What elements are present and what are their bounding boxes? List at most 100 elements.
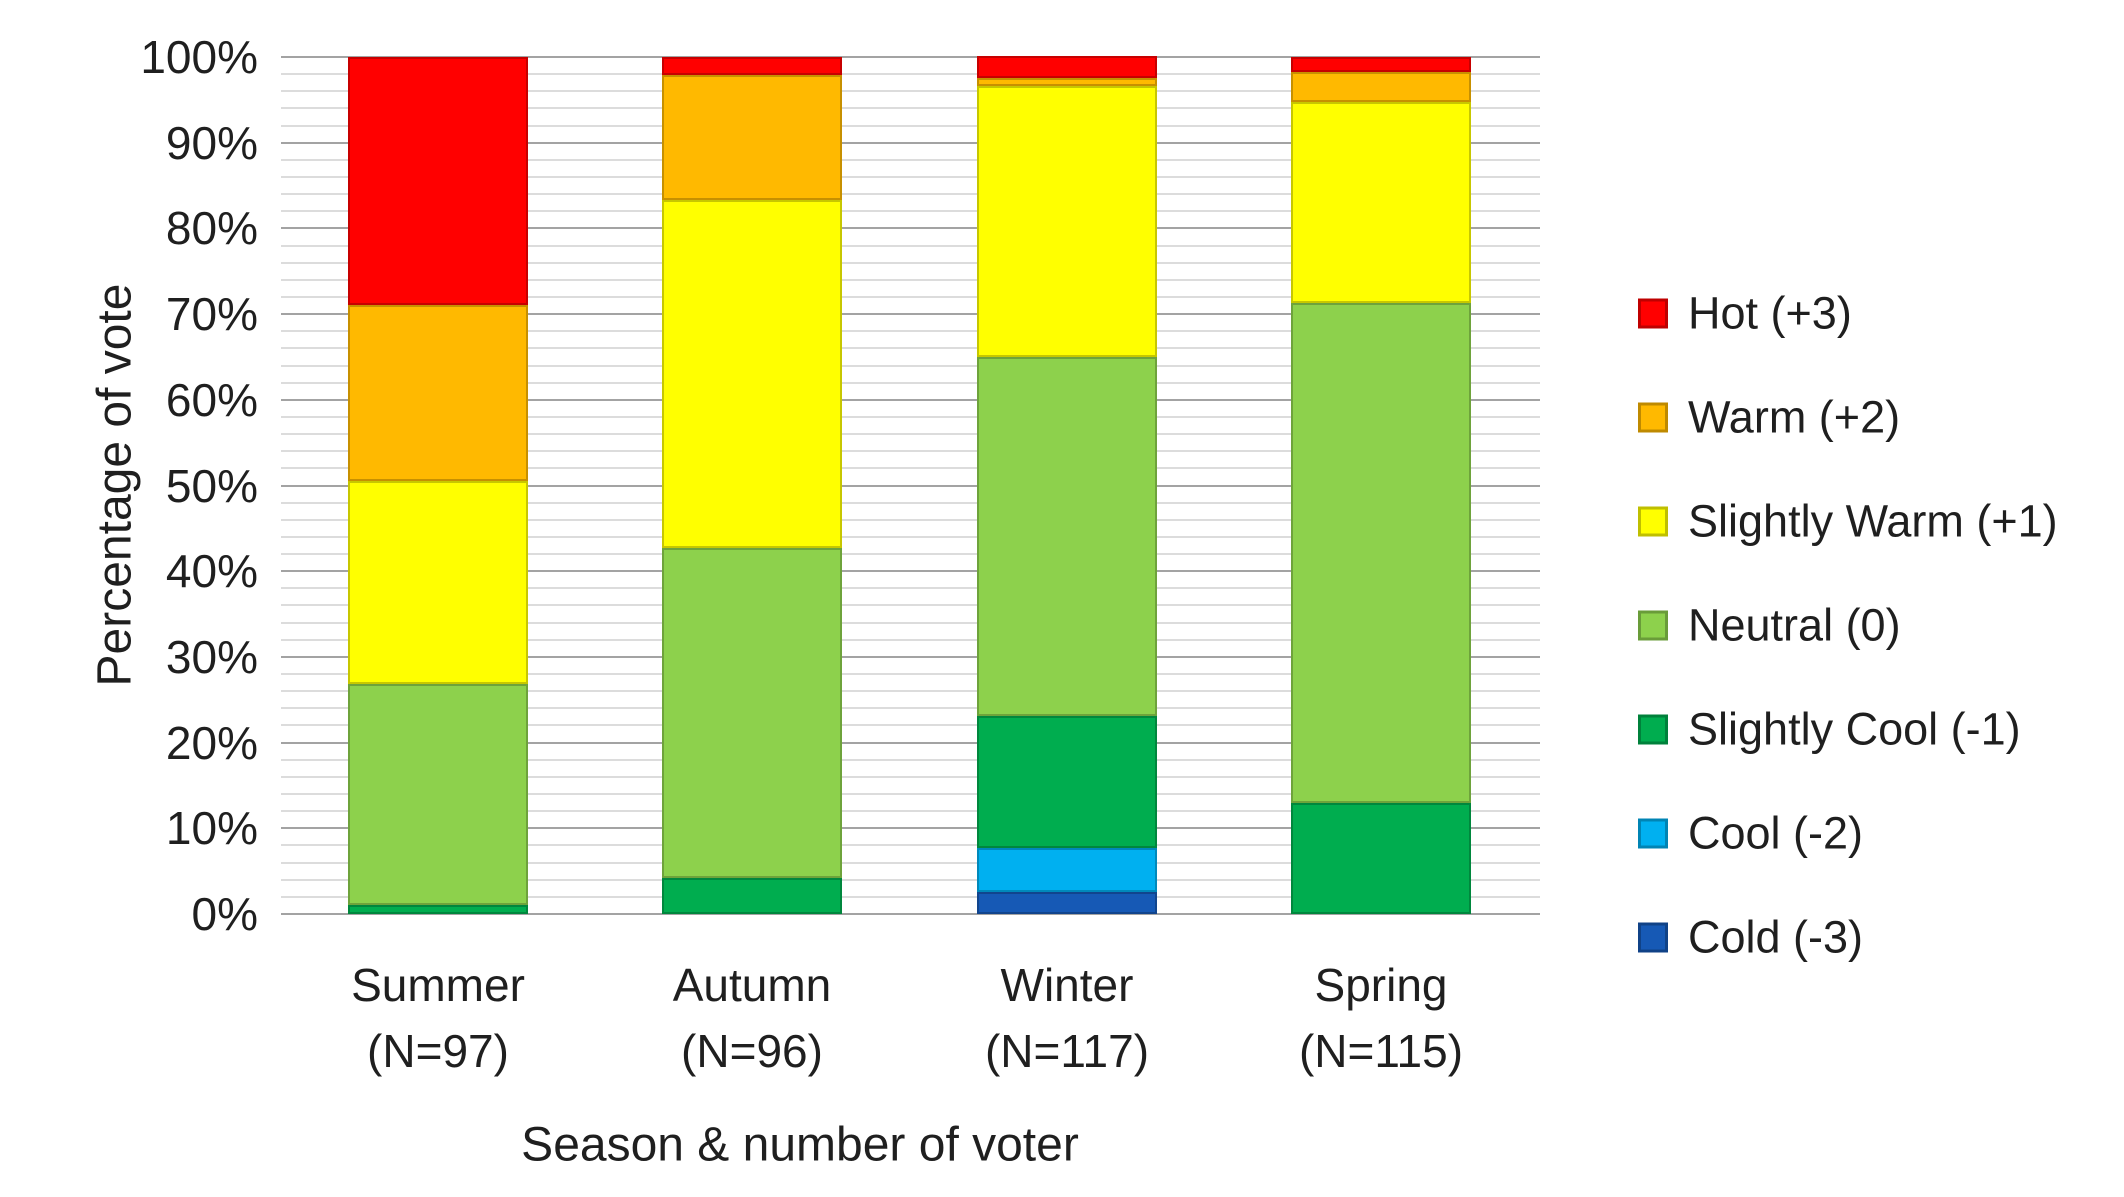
gridline-minor bbox=[281, 193, 1540, 196]
season-label: Summer bbox=[351, 959, 525, 1011]
bar-autumn bbox=[662, 57, 842, 914]
n-label: (N=96) bbox=[681, 1025, 823, 1077]
legend-item-hot-3: Hot (+3) bbox=[1638, 291, 1852, 336]
segment-warm-2 bbox=[662, 75, 842, 201]
legend-item-cool-2: Cool (-2) bbox=[1638, 811, 1863, 856]
gridline-minor bbox=[281, 724, 1540, 727]
season-label: Winter bbox=[1000, 959, 1134, 1011]
gridline-major bbox=[281, 56, 1540, 58]
gridline-minor bbox=[281, 244, 1540, 247]
legend-label: Neutral (0) bbox=[1688, 599, 1901, 651]
gridline-minor bbox=[281, 450, 1540, 453]
gridline-minor bbox=[281, 415, 1540, 418]
gridline-major bbox=[281, 141, 1540, 144]
gridline-minor bbox=[281, 895, 1540, 898]
y-axis-tick-label: 60% bbox=[165, 373, 258, 426]
segment-neutral-0 bbox=[977, 356, 1157, 717]
gridline-minor bbox=[281, 587, 1540, 590]
segment-slightly-cool-1 bbox=[977, 716, 1157, 849]
legend-item-warm-2: Warm (+2) bbox=[1638, 395, 1900, 440]
season-label: Autumn bbox=[672, 959, 832, 1011]
gridline-minor bbox=[281, 638, 1540, 641]
segment-slightly-warm-1 bbox=[662, 200, 842, 549]
gridline-minor bbox=[281, 861, 1540, 864]
gridline-minor bbox=[281, 295, 1540, 298]
gridline-major bbox=[281, 227, 1540, 230]
gridline-minor bbox=[281, 330, 1540, 333]
gridline-minor bbox=[281, 261, 1540, 264]
legend-swatch bbox=[1638, 818, 1668, 848]
gridline-minor bbox=[281, 793, 1540, 796]
y-axis-tick-label: 70% bbox=[165, 288, 258, 341]
gridline-minor bbox=[281, 175, 1540, 178]
x-axis-label-summer: Summer (N=97) bbox=[351, 952, 525, 1084]
segment-neutral-0 bbox=[348, 684, 528, 906]
bar-spring bbox=[1291, 57, 1471, 914]
y-axis-tick-label: 40% bbox=[165, 545, 258, 598]
bar-summer bbox=[348, 57, 528, 914]
x-axis-label-autumn: Autumn (N=96) bbox=[673, 952, 832, 1084]
legend-item-slightly-cool-1: Slightly Cool (-1) bbox=[1638, 707, 2021, 752]
gridline-minor bbox=[281, 124, 1540, 127]
legend-label: Hot (+3) bbox=[1688, 287, 1852, 339]
y-axis-tick-label: 80% bbox=[165, 202, 258, 255]
n-label: (N=115) bbox=[1298, 1025, 1464, 1077]
segment-hot-3 bbox=[662, 57, 842, 75]
gridline-minor bbox=[281, 621, 1540, 624]
segment-cool-2 bbox=[977, 848, 1157, 892]
gridline-major bbox=[281, 313, 1540, 316]
segment-slightly-warm-1 bbox=[977, 86, 1157, 357]
legend-swatch bbox=[1638, 922, 1668, 952]
gridline-minor bbox=[281, 381, 1540, 384]
legend-swatch bbox=[1638, 506, 1668, 536]
gridline-minor bbox=[281, 518, 1540, 521]
legend-swatch bbox=[1638, 402, 1668, 432]
gridline-minor bbox=[281, 90, 1540, 93]
gridline-minor bbox=[281, 878, 1540, 881]
legend-item-cold-3: Cold (-3) bbox=[1638, 915, 1863, 960]
gridline-major bbox=[281, 655, 1540, 658]
gridline-major bbox=[281, 570, 1540, 573]
gridline-major bbox=[281, 741, 1540, 744]
segment-warm-2 bbox=[348, 304, 528, 482]
segment-slightly-warm-1 bbox=[1291, 101, 1471, 303]
gridline-major bbox=[281, 484, 1540, 487]
gridline-minor bbox=[281, 433, 1540, 436]
legend-swatch bbox=[1638, 610, 1668, 640]
segment-slightly-cool-1 bbox=[662, 878, 842, 914]
gridline-minor bbox=[281, 158, 1540, 161]
gridline-minor bbox=[281, 73, 1540, 76]
segment-warm-2 bbox=[1291, 71, 1471, 102]
legend-item-slightly-warm-1: Slightly Warm (+1) bbox=[1638, 499, 2058, 544]
x-axis-label-spring: Spring (N=115) bbox=[1299, 952, 1463, 1084]
y-axis-tick-label: 0% bbox=[191, 888, 258, 940]
gridline-minor bbox=[281, 107, 1540, 110]
season-label: Spring bbox=[1314, 959, 1448, 1011]
gridline-minor bbox=[281, 707, 1540, 710]
segment-hot-3 bbox=[1291, 57, 1471, 72]
gridline-minor bbox=[281, 775, 1540, 778]
segment-cold-3 bbox=[977, 891, 1157, 914]
gridline-minor bbox=[281, 690, 1540, 693]
segment-hot-3 bbox=[348, 57, 528, 305]
y-axis-tick-label: 100% bbox=[140, 31, 258, 83]
legend-swatch bbox=[1638, 298, 1668, 328]
legend-item-neutral-0: Neutral (0) bbox=[1638, 603, 1901, 648]
legend-label: Cool (-2) bbox=[1688, 807, 1864, 859]
gridline-major bbox=[281, 398, 1540, 401]
legend-label: Warm (+2) bbox=[1688, 391, 1901, 443]
segment-slightly-cool-1 bbox=[348, 905, 528, 914]
legend-label: Slightly Cool (-1) bbox=[1688, 703, 2021, 755]
gridline-minor bbox=[281, 758, 1540, 761]
bar-winter bbox=[977, 56, 1157, 914]
gridline-minor bbox=[281, 347, 1540, 350]
x-axis-title: Season & number of voter bbox=[521, 1118, 1079, 1172]
segment-hot-3 bbox=[977, 56, 1157, 79]
segment-neutral-0 bbox=[1291, 302, 1471, 803]
segment-warm-2 bbox=[977, 78, 1157, 87]
gridline-major bbox=[281, 827, 1540, 830]
y-axis-tick-label: 20% bbox=[165, 716, 258, 769]
segment-neutral-0 bbox=[662, 548, 842, 879]
gridline-minor bbox=[281, 278, 1540, 281]
gridline-minor bbox=[281, 364, 1540, 367]
